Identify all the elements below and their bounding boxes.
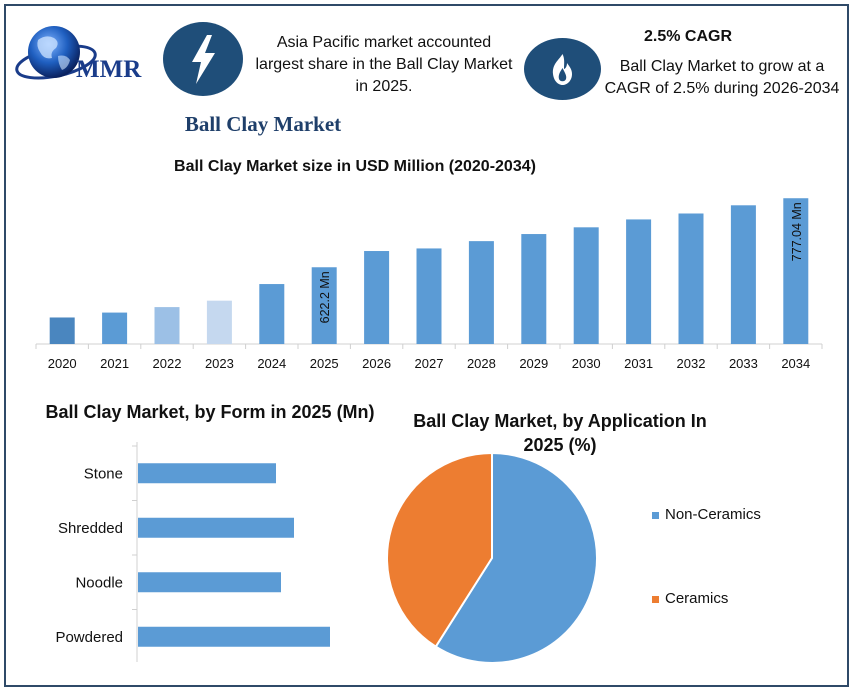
- bar-2033: [730, 205, 756, 344]
- form-chart: Stone Shredded Noodle Powdered: [55, 442, 330, 662]
- lightning-bolt-icon: [163, 22, 243, 96]
- logo-text: MMR: [76, 56, 142, 83]
- x-tick-label: 2028: [467, 356, 496, 371]
- bar-shredded: [138, 517, 294, 538]
- legend-label: Non-Ceramics: [665, 506, 761, 523]
- bar-stone: [138, 463, 276, 484]
- pie-slice-non-ceramics: [434, 451, 598, 664]
- bar-2023: [206, 300, 232, 344]
- bar-2022: [154, 307, 180, 344]
- x-tick-label: 2023: [205, 356, 234, 371]
- bar-2029: [521, 234, 547, 344]
- asia-pacific-highlight: Asia Pacific market accounted largest sh…: [255, 34, 513, 95]
- data-label-2034: 777.04 Mn: [790, 202, 804, 261]
- bar-2031: [626, 219, 652, 344]
- x-tick-label: 2020: [48, 356, 77, 371]
- x-tick-label: 2021: [100, 356, 129, 371]
- legend-item-non-ceramics: Non-Ceramics: [652, 506, 761, 523]
- y-tick-label: Powdered: [55, 629, 123, 646]
- legend-label: Ceramics: [665, 590, 729, 607]
- pie-slice-ceramics: [386, 451, 493, 649]
- x-tick-label: 2034: [781, 356, 810, 371]
- bar-2030: [573, 227, 599, 344]
- application-pie-chart: [386, 451, 598, 664]
- form-chart-title: Ball Clay Market, by Form in 2025 (Mn): [45, 402, 375, 422]
- mmr-logo: MMR: [15, 26, 142, 83]
- market-size-chart-title: Ball Clay Market size in USD Million (20…: [174, 158, 536, 175]
- bar-noodle: [138, 572, 281, 593]
- bar-2021: [102, 312, 128, 344]
- cagr-title: 2.5% CAGR: [643, 28, 733, 45]
- x-tick-label: 2022: [153, 356, 182, 371]
- x-tick-label: 2024: [257, 356, 286, 371]
- cagr-highlight: Ball Clay Market to grow at a CAGR of 2.…: [604, 58, 840, 97]
- x-tick-label: 2027: [415, 356, 444, 371]
- flame-icon: [524, 38, 601, 100]
- x-tick-label: 2029: [519, 356, 548, 371]
- y-tick-label: Shredded: [58, 520, 123, 537]
- y-tick-label: Noodle: [75, 574, 123, 591]
- bar-2027: [416, 248, 442, 344]
- x-tick-label: 2026: [362, 356, 391, 371]
- bar-2026: [364, 251, 390, 344]
- page-title: Ball Clay Market: [184, 112, 342, 136]
- x-tick-label: 2033: [729, 356, 758, 371]
- market-size-chart: 2020 2021 2022 2023 2024 2025 622.2 Mn 2026 2027…: [35, 198, 823, 371]
- page-frame: [4, 4, 849, 687]
- bar-powdered: [138, 626, 330, 647]
- legend-swatch: [652, 511, 659, 519]
- legend-item-ceramics: Ceramics: [652, 590, 728, 607]
- bar-2028: [468, 241, 494, 344]
- bar-2025: [311, 267, 337, 344]
- bar-2032: [678, 213, 704, 344]
- x-tick-label: 2025: [310, 356, 339, 371]
- x-tick-label: 2030: [572, 356, 601, 371]
- bar-2020: [49, 317, 75, 344]
- y-tick-label: Stone: [84, 465, 123, 482]
- bar-2024: [259, 284, 285, 344]
- legend-swatch: [652, 595, 659, 603]
- application-chart-title: Ball Clay Market, by Application In 2025…: [413, 411, 707, 455]
- bar-2034: [783, 198, 809, 344]
- x-tick-label: 2031: [624, 356, 653, 371]
- data-label-2025: 622.2 Mn: [318, 271, 332, 323]
- x-tick-label: 2032: [677, 356, 706, 371]
